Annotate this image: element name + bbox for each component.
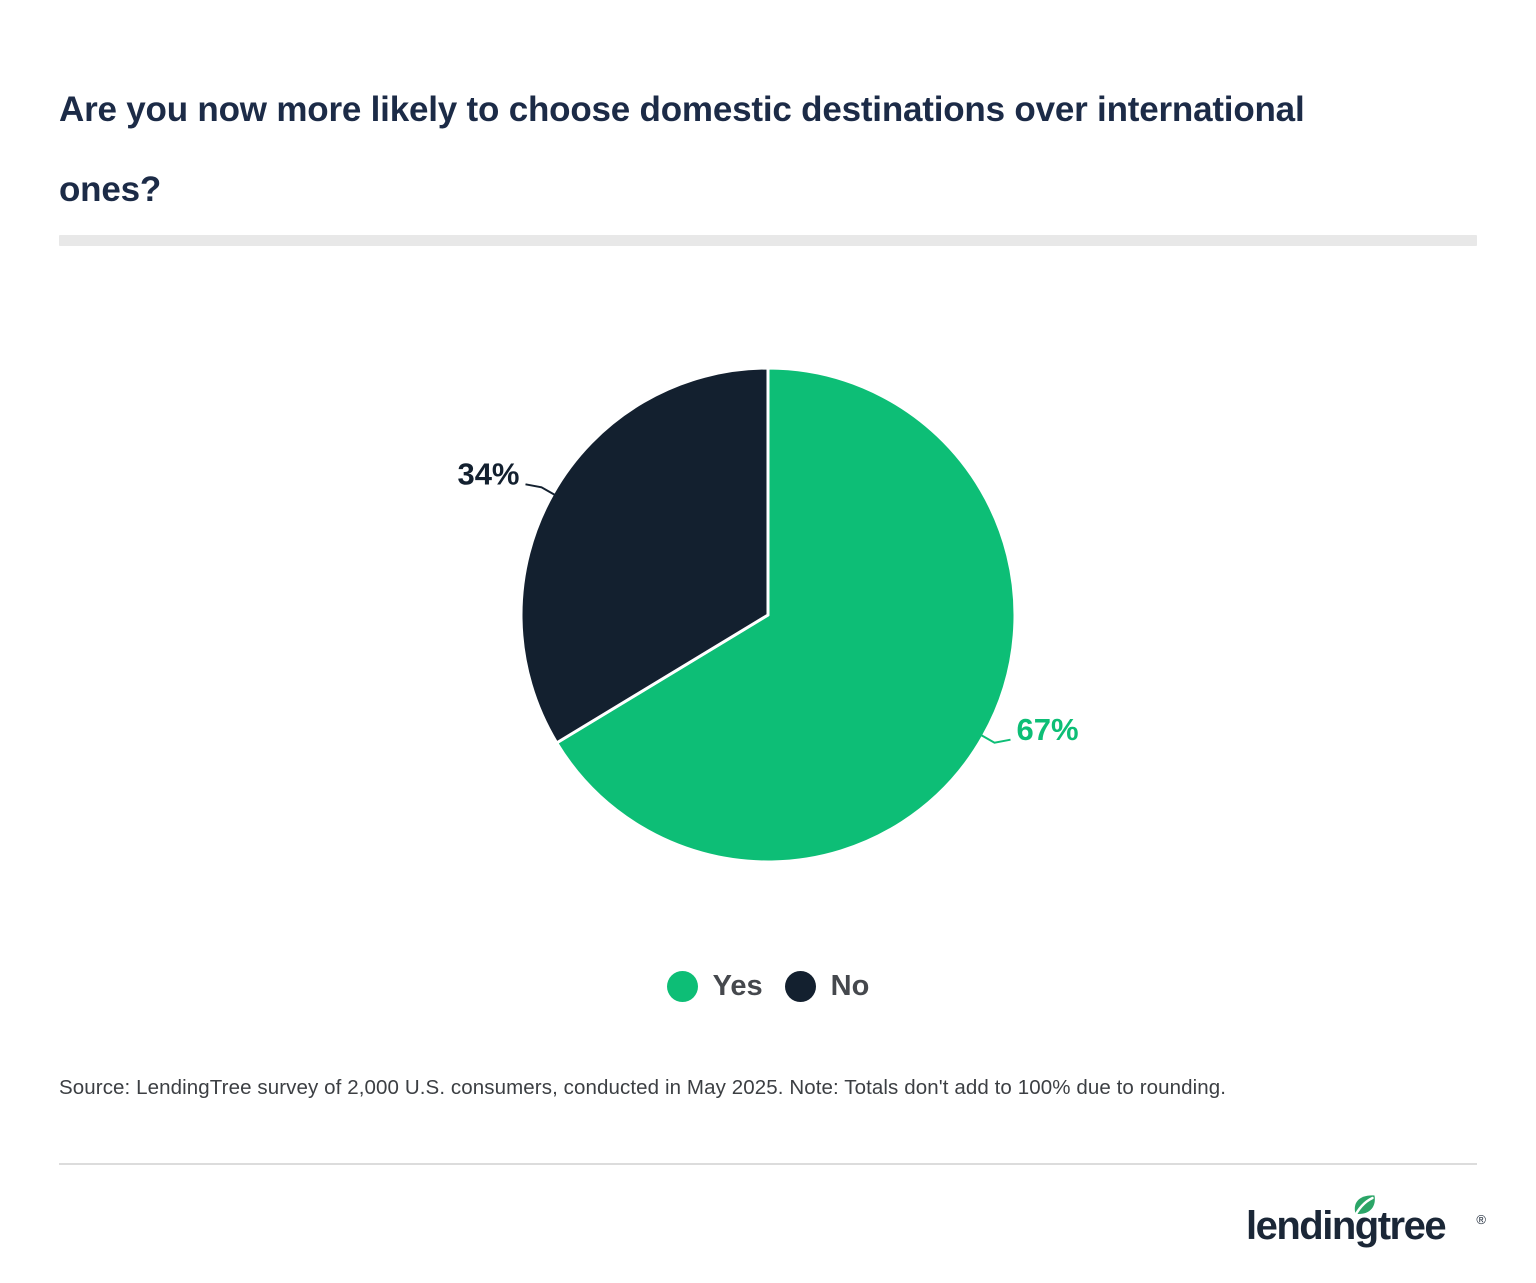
leaf-icon (1352, 1195, 1375, 1220)
legend-swatch-no-icon (784, 970, 816, 1002)
page-title: Are you now more likely to choose domest… (59, 70, 1479, 230)
slice-label-no: 34% (457, 456, 519, 491)
label-connector-yes (980, 734, 1011, 744)
chart-legend: Yes No (0, 962, 1536, 1010)
pie-chart: 67% 34% (457, 366, 1079, 864)
legend-swatch-yes-icon (666, 970, 698, 1002)
slice-label-yes: 67% (1017, 712, 1079, 747)
label-connector-no (525, 483, 556, 496)
legend-label-yes: Yes (712, 969, 763, 1002)
legend-item-no[interactable]: No (784, 969, 870, 1003)
source-note: Source: LendingTree survey of 2,000 U.S.… (59, 1076, 1227, 1099)
footer-divider-line (59, 1163, 1477, 1165)
page-title-line-1: Are you now more likely to choose domest… (59, 90, 1305, 129)
page-title-line-2: ones? (59, 170, 162, 209)
legend-item-yes[interactable]: Yes (666, 969, 763, 1003)
lendingtree-logo-text: lendingtree (1246, 1204, 1447, 1248)
lendingtree-logo: lendingtree ® (1246, 1195, 1486, 1258)
legend-label-no: No (830, 969, 870, 1002)
title-divider-bar (59, 235, 1477, 246)
registered-trademark-symbol: ® (1476, 1212, 1486, 1227)
